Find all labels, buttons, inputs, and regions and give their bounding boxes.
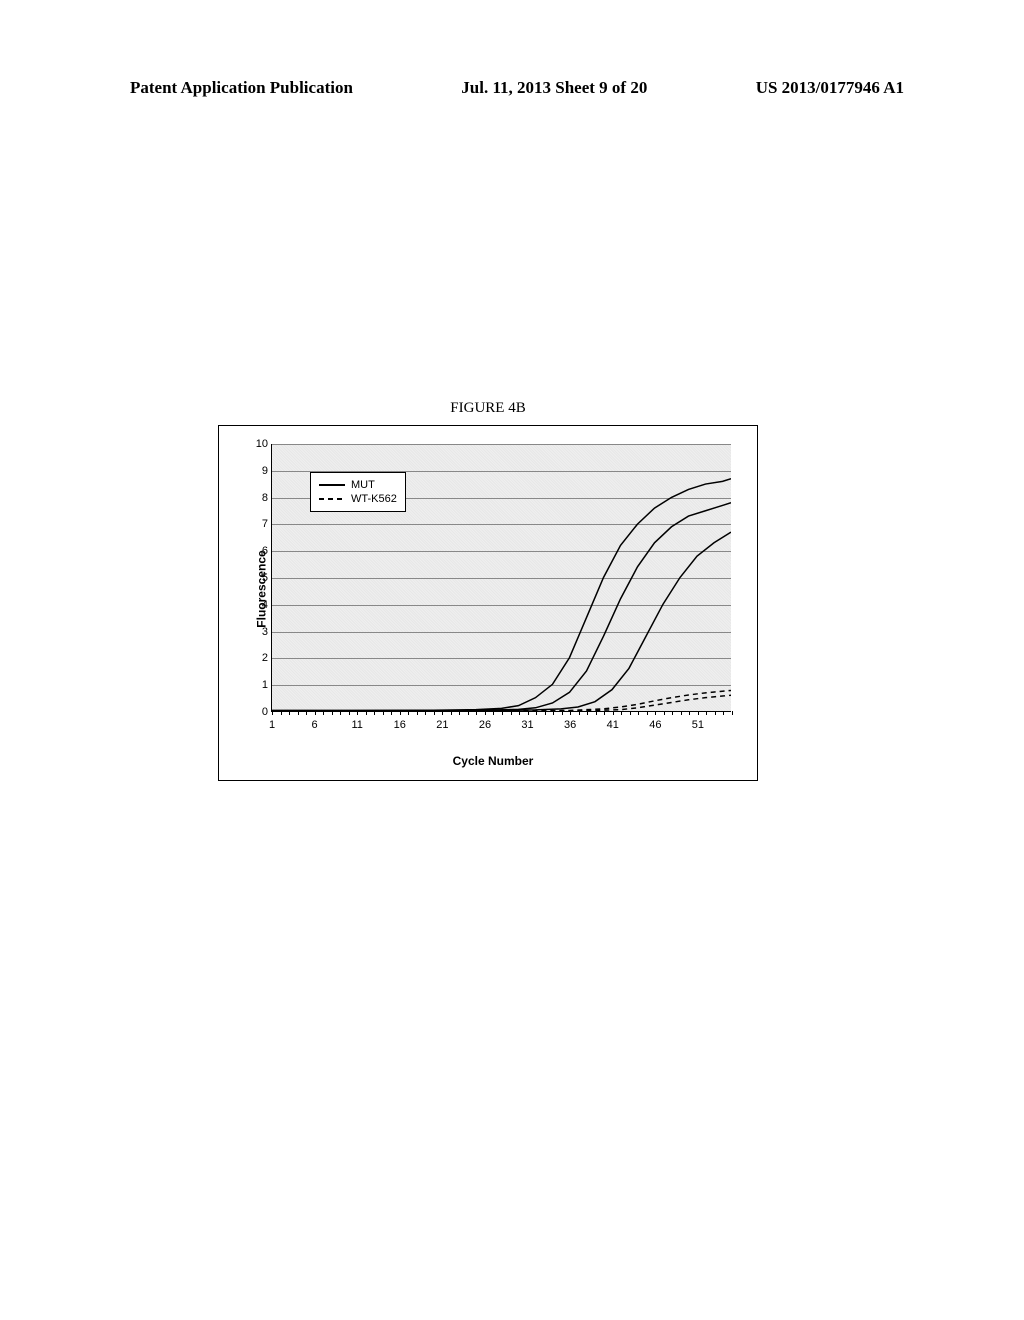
chart-legend: MUT WT-K562 (310, 472, 406, 512)
chart-area: Fluorescence 012345678910 16111621263136… (251, 444, 731, 734)
header-right: US 2013/0177946 A1 (756, 78, 904, 98)
legend-swatch-solid (319, 484, 345, 486)
x-axis-label: Cycle Number (251, 754, 735, 768)
legend-item-mut: MUT (319, 479, 397, 491)
legend-item-wt: WT-K562 (319, 493, 397, 505)
legend-label: WT-K562 (351, 493, 397, 505)
y-axis-label: Fluorescence (255, 550, 269, 627)
plot-region: 012345678910 16111621263136414651 MUT WT… (271, 444, 731, 712)
chart-box: Fluorescence 012345678910 16111621263136… (218, 425, 758, 781)
header-center: Jul. 11, 2013 Sheet 9 of 20 (461, 78, 647, 98)
legend-swatch-dashed (319, 498, 345, 500)
figure-container: FIGURE 4B Fluorescence 012345678910 1611… (218, 400, 758, 781)
header-left: Patent Application Publication (130, 78, 353, 98)
legend-label: MUT (351, 479, 375, 491)
figure-title: FIGURE 4B (218, 400, 758, 417)
page-header: Patent Application Publication Jul. 11, … (0, 78, 1024, 98)
